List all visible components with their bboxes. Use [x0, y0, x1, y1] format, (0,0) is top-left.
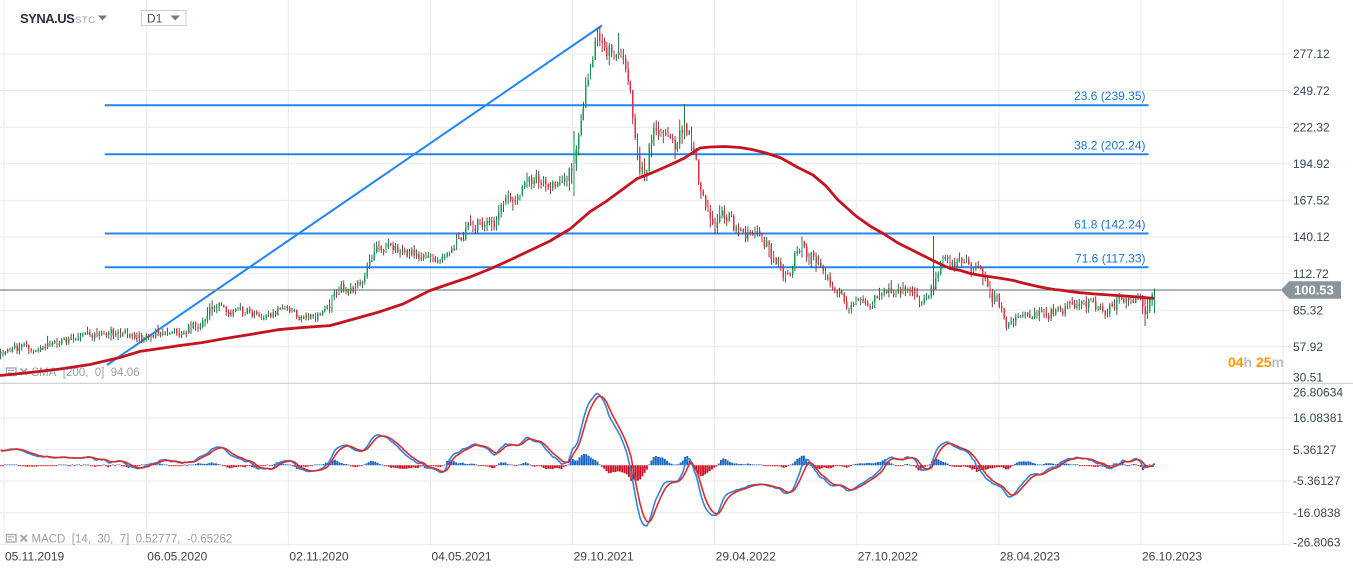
svg-text:SYNA.US: SYNA.US — [20, 11, 75, 26]
svg-text:26.10.2023: 26.10.2023 — [1142, 550, 1202, 564]
svg-text:112.72: 112.72 — [1293, 267, 1329, 281]
svg-text:194.92: 194.92 — [1293, 157, 1330, 171]
svg-text:STC: STC — [75, 15, 96, 26]
svg-text:06.05.2020: 06.05.2020 — [147, 550, 207, 564]
svg-text:MACD [14, 30, 7] 0.52777,: MACD [14, 30, 7] 0.52777, -0.65262 — [32, 534, 233, 546]
svg-text:249.72: 249.72 — [1293, 84, 1330, 98]
svg-text:SMA [200, 0] 94.06: SMA [200, 0] 94.06 — [32, 367, 140, 379]
svg-text:140.12: 140.12 — [1293, 230, 1330, 244]
svg-text:167.52: 167.52 — [1293, 194, 1330, 208]
svg-text:-26.8063: -26.8063 — [1293, 536, 1341, 550]
svg-text:04h 25m: 04h 25m — [1228, 354, 1284, 370]
svg-text:04.05.2021: 04.05.2021 — [432, 550, 492, 564]
svg-text:222.32: 222.32 — [1293, 120, 1330, 134]
svg-text:-16.0838: -16.0838 — [1293, 506, 1341, 520]
svg-text:23.6 (239.35): 23.6 (239.35) — [1074, 89, 1145, 103]
svg-text:27.10.2022: 27.10.2022 — [858, 550, 918, 564]
svg-text:5.36127: 5.36127 — [1293, 443, 1337, 457]
svg-text:71.6 (117.33): 71.6 (117.33) — [1075, 251, 1146, 265]
svg-text:57.92: 57.92 — [1293, 340, 1323, 354]
svg-text:277.12: 277.12 — [1293, 47, 1330, 61]
svg-text:D1: D1 — [147, 12, 163, 26]
svg-text:05.11.2019: 05.11.2019 — [5, 550, 64, 564]
svg-text:85.32: 85.32 — [1293, 303, 1323, 317]
svg-text:100.53: 100.53 — [1294, 283, 1334, 298]
svg-text:26.80634: 26.80634 — [1293, 386, 1343, 400]
svg-text:16.08381: 16.08381 — [1293, 411, 1343, 425]
svg-text:29.10.2021: 29.10.2021 — [574, 550, 634, 564]
svg-text:29.04.2022: 29.04.2022 — [716, 550, 776, 564]
svg-text:02.11.2020: 02.11.2020 — [289, 550, 348, 564]
svg-text:30.51: 30.51 — [1293, 371, 1323, 385]
svg-text:28.04.2023: 28.04.2023 — [1000, 550, 1060, 564]
svg-text:38.2 (202.24): 38.2 (202.24) — [1074, 138, 1145, 152]
svg-text:-5.36127: -5.36127 — [1293, 474, 1341, 488]
svg-text:61.8 (142.24): 61.8 (142.24) — [1074, 218, 1145, 232]
